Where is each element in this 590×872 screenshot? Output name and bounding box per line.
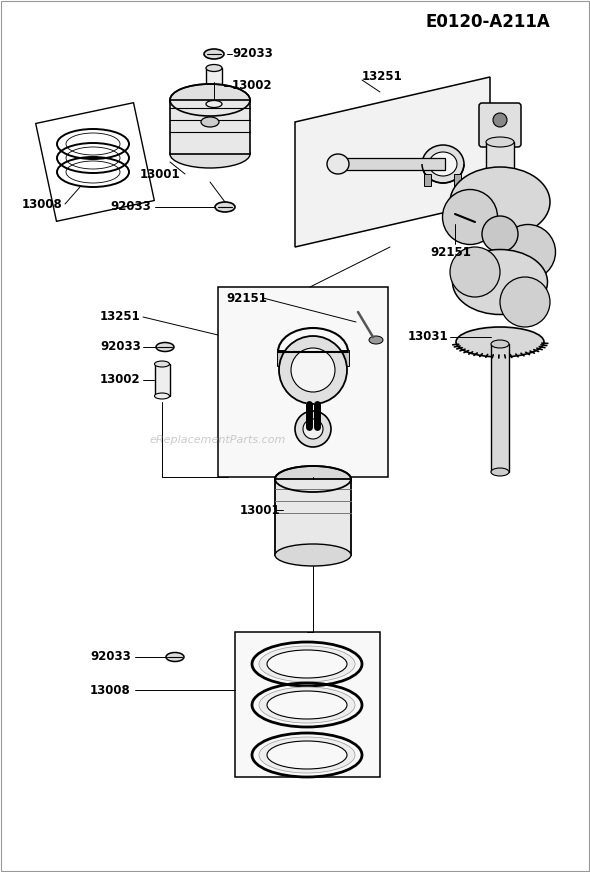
Text: 92033: 92033 — [90, 651, 131, 664]
Ellipse shape — [155, 361, 169, 367]
Ellipse shape — [491, 468, 509, 476]
Bar — [277, 350, 289, 366]
Ellipse shape — [471, 221, 483, 228]
Bar — [155, 364, 170, 396]
Ellipse shape — [170, 140, 250, 168]
Ellipse shape — [491, 340, 509, 348]
Ellipse shape — [259, 646, 355, 682]
Ellipse shape — [453, 249, 548, 315]
Ellipse shape — [500, 224, 556, 280]
Ellipse shape — [369, 336, 383, 344]
Bar — [218, 287, 388, 477]
Bar — [454, 174, 461, 186]
Bar — [275, 479, 351, 555]
Text: 13251: 13251 — [362, 71, 403, 84]
Text: 13002: 13002 — [100, 373, 140, 386]
Ellipse shape — [259, 737, 355, 773]
Text: 13008: 13008 — [22, 197, 63, 210]
Ellipse shape — [170, 84, 250, 116]
Ellipse shape — [442, 189, 497, 244]
Ellipse shape — [450, 167, 550, 237]
Bar — [486, 142, 514, 172]
Ellipse shape — [155, 393, 169, 399]
Bar — [338, 158, 445, 170]
Ellipse shape — [201, 117, 219, 127]
Ellipse shape — [166, 652, 184, 662]
Text: 92151: 92151 — [226, 292, 267, 305]
Ellipse shape — [259, 687, 355, 723]
Ellipse shape — [267, 741, 347, 769]
Ellipse shape — [267, 650, 347, 678]
Text: 92033: 92033 — [110, 201, 151, 214]
Ellipse shape — [275, 544, 351, 566]
Text: 13001: 13001 — [140, 167, 181, 181]
Text: 13008: 13008 — [90, 684, 131, 697]
Text: 92151: 92151 — [430, 246, 471, 258]
Bar — [491, 344, 509, 472]
Ellipse shape — [206, 65, 222, 72]
Circle shape — [291, 348, 335, 392]
Text: 92033: 92033 — [100, 340, 141, 353]
Text: 13031: 13031 — [408, 330, 448, 344]
Ellipse shape — [275, 466, 351, 492]
Text: 13251: 13251 — [100, 310, 141, 324]
Bar — [337, 350, 349, 366]
Ellipse shape — [450, 247, 500, 297]
Ellipse shape — [422, 145, 464, 183]
Ellipse shape — [267, 691, 347, 719]
FancyBboxPatch shape — [479, 103, 521, 147]
Polygon shape — [295, 77, 490, 247]
Ellipse shape — [204, 49, 224, 59]
Bar — [235, 632, 380, 777]
Text: 13001: 13001 — [240, 503, 281, 516]
Bar — [424, 174, 431, 186]
Text: 13002: 13002 — [232, 79, 273, 92]
Circle shape — [482, 216, 518, 252]
Ellipse shape — [215, 202, 235, 212]
Bar — [170, 100, 250, 154]
Circle shape — [279, 336, 347, 404]
Text: eReplacementParts.com: eReplacementParts.com — [150, 435, 286, 445]
Ellipse shape — [206, 100, 222, 107]
Bar — [206, 68, 222, 104]
Text: 92033: 92033 — [232, 47, 273, 60]
Ellipse shape — [429, 152, 457, 176]
Circle shape — [303, 419, 323, 439]
Text: E0120-A211A: E0120-A211A — [425, 13, 550, 31]
Ellipse shape — [327, 154, 349, 174]
Ellipse shape — [456, 327, 544, 357]
Ellipse shape — [500, 277, 550, 327]
Circle shape — [295, 411, 331, 447]
Ellipse shape — [156, 343, 174, 351]
Ellipse shape — [486, 137, 514, 147]
Ellipse shape — [469, 221, 477, 227]
Circle shape — [493, 113, 507, 127]
